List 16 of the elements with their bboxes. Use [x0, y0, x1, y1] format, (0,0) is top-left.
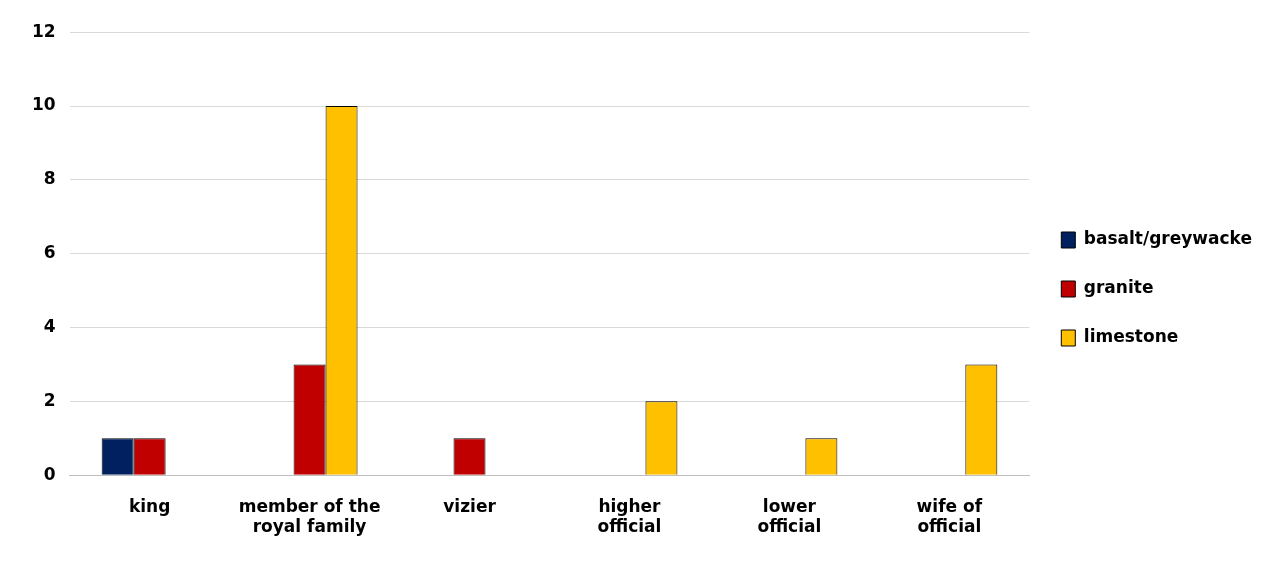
x-tick-label: lower official: [757, 495, 822, 537]
legend-label: granite: [1083, 277, 1154, 298]
y-tick-label: 8: [43, 168, 56, 189]
x-tick-label: wife of official: [916, 495, 983, 537]
y-tick-label: 0: [43, 463, 56, 484]
legend-label: limestone: [1083, 326, 1179, 347]
y-tick-label: 4: [43, 315, 56, 336]
y-tick-label: 10: [31, 94, 56, 115]
y-tick-label: 6: [43, 242, 56, 263]
y-tick-label: 2: [43, 389, 56, 410]
x-tick-label: member of the royal family: [238, 495, 381, 537]
y-tick-label: 12: [31, 20, 56, 41]
x-tick-label: king: [128, 495, 171, 516]
legend-label: basalt/greywacke: [1083, 228, 1253, 249]
x-tick-label: higher official: [597, 495, 662, 537]
x-tick-label: vizier: [443, 495, 497, 516]
